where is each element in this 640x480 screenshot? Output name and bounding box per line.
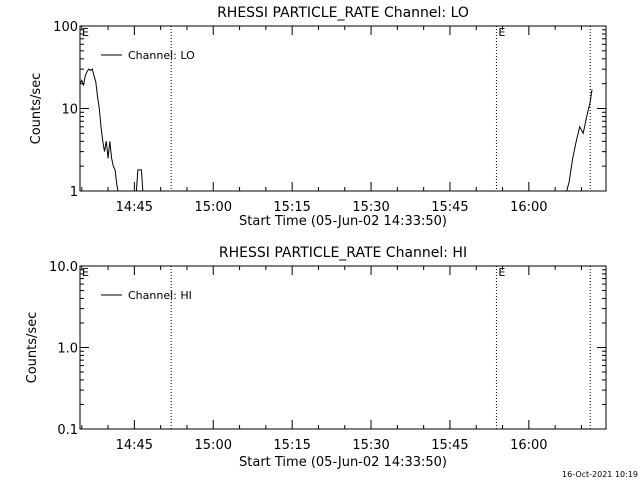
x-tick-label: 15:15 [273,200,310,215]
edge-marker-label: E [82,266,89,279]
y-tick-label: 10.0 [49,260,78,275]
x-tick-label: 14:45 [116,438,153,453]
x-axis-label: Start Time (05-Jun-02 14:33:50) [239,455,447,470]
x-tick-label: 16:00 [510,200,547,215]
y-axis-label: Counts/sec [25,312,40,384]
generation-timestamp: 16-Oct-2021 10:19 [562,470,638,479]
legend: Channel: LO [101,49,195,62]
x-tick-label: 15:45 [431,200,468,215]
y-tick-label: 10 [61,103,78,118]
y-tick-label: 100 [53,20,78,35]
chart-title: RHESSI PARTICLE_RATE Channel: HI [219,245,467,261]
legend-entry-label: Channel: LO [128,49,195,62]
y-tick-label: 1.0 [57,342,78,357]
x-tick-label: 15:15 [273,438,310,453]
x-tick-label: 16:00 [510,438,547,453]
time-marker-label: E [498,266,505,279]
legend-entry-label: Channel: HI [128,289,192,302]
time-marker-label: E [498,26,505,39]
x-tick-label: 14:45 [116,200,153,215]
y-axis-label: Counts/sec [29,73,44,145]
y-tick-label: 1 [70,185,78,200]
chart-panel-2: RHESSI PARTICLE_RATE Channel: HI 0.1 1.0 10… [25,245,607,470]
x-tick-label: 15:00 [195,200,232,215]
x-axis-label: Start Time (05-Jun-02 14:33:50) [239,214,447,229]
series-line-lead [80,68,100,109]
x-tick-label: 15:30 [352,438,389,453]
x-tick-label: 15:45 [431,438,468,453]
x-tick-label: 15:00 [195,438,232,453]
series-line-segment [135,169,144,191]
y-tick-label: 0.1 [57,423,78,438]
series-line-segment [566,89,593,191]
edge-marker-label: E [82,26,89,39]
chart-panel-1: RHESSI PARTICLE_RATE Channel: LO 1 10 100 Co… [29,5,607,229]
x-tick-label: 15:30 [352,200,389,215]
series-line-segment [98,108,119,191]
legend: Channel: HI [101,289,192,302]
chart-title: RHESSI PARTICLE_RATE Channel: LO [217,5,469,21]
